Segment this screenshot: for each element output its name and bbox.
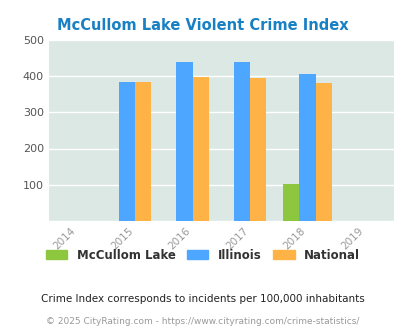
Bar [233, 62, 249, 221]
Bar [176, 62, 192, 221]
Bar [283, 184, 299, 221]
Text: Crime Index corresponds to incidents per 100,000 inhabitants: Crime Index corresponds to incidents per… [41, 294, 364, 304]
Bar [315, 83, 331, 221]
Bar [299, 74, 315, 221]
Legend: McCullom Lake, Illinois, National: McCullom Lake, Illinois, National [41, 244, 364, 266]
Bar [192, 77, 208, 221]
Bar [249, 78, 266, 221]
Bar [119, 82, 134, 221]
Text: © 2025 CityRating.com - https://www.cityrating.com/crime-statistics/: © 2025 CityRating.com - https://www.city… [46, 317, 359, 326]
Text: McCullom Lake Violent Crime Index: McCullom Lake Violent Crime Index [57, 18, 348, 33]
Bar [134, 82, 151, 221]
